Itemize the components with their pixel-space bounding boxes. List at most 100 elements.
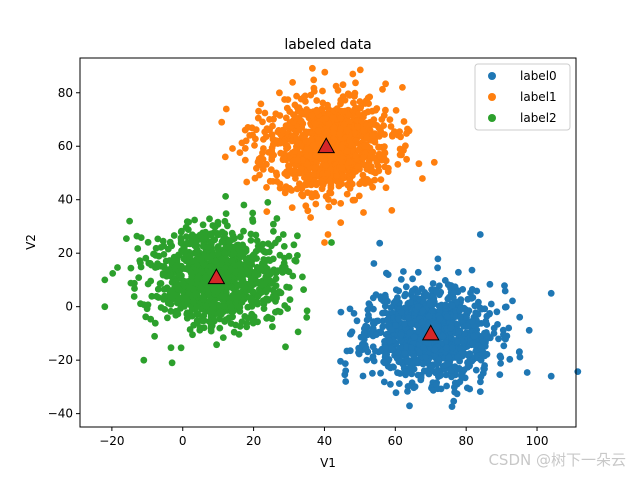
scatter-point xyxy=(407,320,415,328)
scatter-point xyxy=(401,292,408,300)
scatter-point xyxy=(505,324,513,332)
scatter-point xyxy=(455,268,462,276)
scatter-point xyxy=(439,332,447,340)
scatter-point xyxy=(370,154,377,162)
scatter-point xyxy=(276,184,284,192)
scatter-point xyxy=(283,172,291,180)
scatter-point xyxy=(419,175,426,182)
scatter-point xyxy=(343,347,351,355)
scatter-point xyxy=(486,280,494,288)
scatter-point xyxy=(294,328,302,336)
scatter-point xyxy=(417,336,425,344)
scatter-point xyxy=(468,317,476,325)
scatter-point xyxy=(346,184,354,192)
scatter-point xyxy=(360,209,367,216)
scatter-point xyxy=(227,303,235,311)
scatter-point xyxy=(447,324,455,332)
legend-marker-label2 xyxy=(488,114,496,122)
scatter-point xyxy=(361,110,369,117)
scatter-point xyxy=(282,122,290,130)
scatter-point xyxy=(265,248,273,256)
scatter-point xyxy=(351,196,359,204)
scatter-point xyxy=(214,218,222,226)
scatter-point xyxy=(264,313,272,321)
scatter-point xyxy=(193,303,201,311)
scatter-point xyxy=(232,321,240,329)
scatter-point xyxy=(180,243,188,251)
scatter-point xyxy=(370,260,378,267)
scatter-point xyxy=(182,257,190,265)
legend: label0 label1 label2 xyxy=(474,63,571,131)
scatter-point xyxy=(263,208,271,216)
scatter-point xyxy=(101,303,109,311)
scatter-point xyxy=(221,249,228,257)
scatter-point xyxy=(114,264,121,271)
scatter-point xyxy=(144,301,152,309)
legend-marker-label1 xyxy=(488,93,496,101)
centroid-marker xyxy=(207,268,226,285)
scatter-point xyxy=(292,175,299,182)
scatter-point xyxy=(164,245,172,253)
scatter-point xyxy=(358,178,366,185)
scatter-point xyxy=(338,144,345,151)
scatter-point xyxy=(206,268,214,276)
scatter-point xyxy=(253,237,261,245)
x-tick-label: 100 xyxy=(526,434,549,448)
scatter-point xyxy=(214,245,222,253)
scatter-point xyxy=(352,79,359,87)
scatter-point xyxy=(249,215,256,223)
scatter-point xyxy=(277,289,285,297)
scatter-point xyxy=(272,308,279,316)
scatter-point xyxy=(173,282,181,290)
scatter-point xyxy=(127,279,135,287)
scatter-point xyxy=(227,283,235,291)
scatter-point xyxy=(202,302,210,310)
scatter-point xyxy=(269,122,276,130)
scatter-point xyxy=(255,107,262,115)
scatter-point xyxy=(360,142,368,150)
scatter-point xyxy=(199,221,207,229)
scatter-point xyxy=(240,227,247,235)
scatter-point xyxy=(378,116,386,123)
scatter-point xyxy=(445,354,453,362)
scatter-point xyxy=(130,293,138,300)
scatter-point xyxy=(444,295,452,303)
scatter-point xyxy=(392,322,399,329)
scatter-point xyxy=(324,231,332,238)
scatter-point xyxy=(337,200,345,207)
scatter-point xyxy=(375,124,383,132)
scatter-point xyxy=(241,145,249,152)
scatter-point xyxy=(365,165,372,173)
scatter-point xyxy=(375,143,382,151)
scatter-point xyxy=(403,130,410,137)
scatter-point xyxy=(299,182,307,190)
scatter-point xyxy=(379,85,386,93)
scatter-point xyxy=(450,397,458,405)
scatter-point xyxy=(212,257,219,265)
x-tick-label: 80 xyxy=(459,434,474,448)
scatter-point xyxy=(482,317,490,325)
scatter-point xyxy=(326,177,334,185)
scatter-point xyxy=(407,299,414,306)
scatter-point xyxy=(468,266,476,274)
scatter-point xyxy=(429,387,437,394)
scatter-point xyxy=(209,222,217,229)
scatter-point xyxy=(199,293,207,301)
y-tick-label: 20 xyxy=(58,246,73,260)
scatter-point xyxy=(253,298,261,305)
scatter-point xyxy=(509,297,516,305)
scatter-point xyxy=(359,372,367,380)
scatter-point xyxy=(293,92,300,100)
scatter-point xyxy=(434,264,441,272)
scatter-point xyxy=(152,244,160,252)
legend-label-label2: label2 xyxy=(520,111,557,125)
scatter-point xyxy=(265,149,273,156)
scatter-point xyxy=(324,170,331,177)
legend-box xyxy=(474,63,571,131)
scatter-point xyxy=(151,319,159,327)
scatter-point xyxy=(243,178,251,186)
scatter-point xyxy=(292,257,300,265)
scatter-point xyxy=(319,87,326,95)
scatter-point xyxy=(293,135,301,143)
scatter-point xyxy=(397,276,405,283)
